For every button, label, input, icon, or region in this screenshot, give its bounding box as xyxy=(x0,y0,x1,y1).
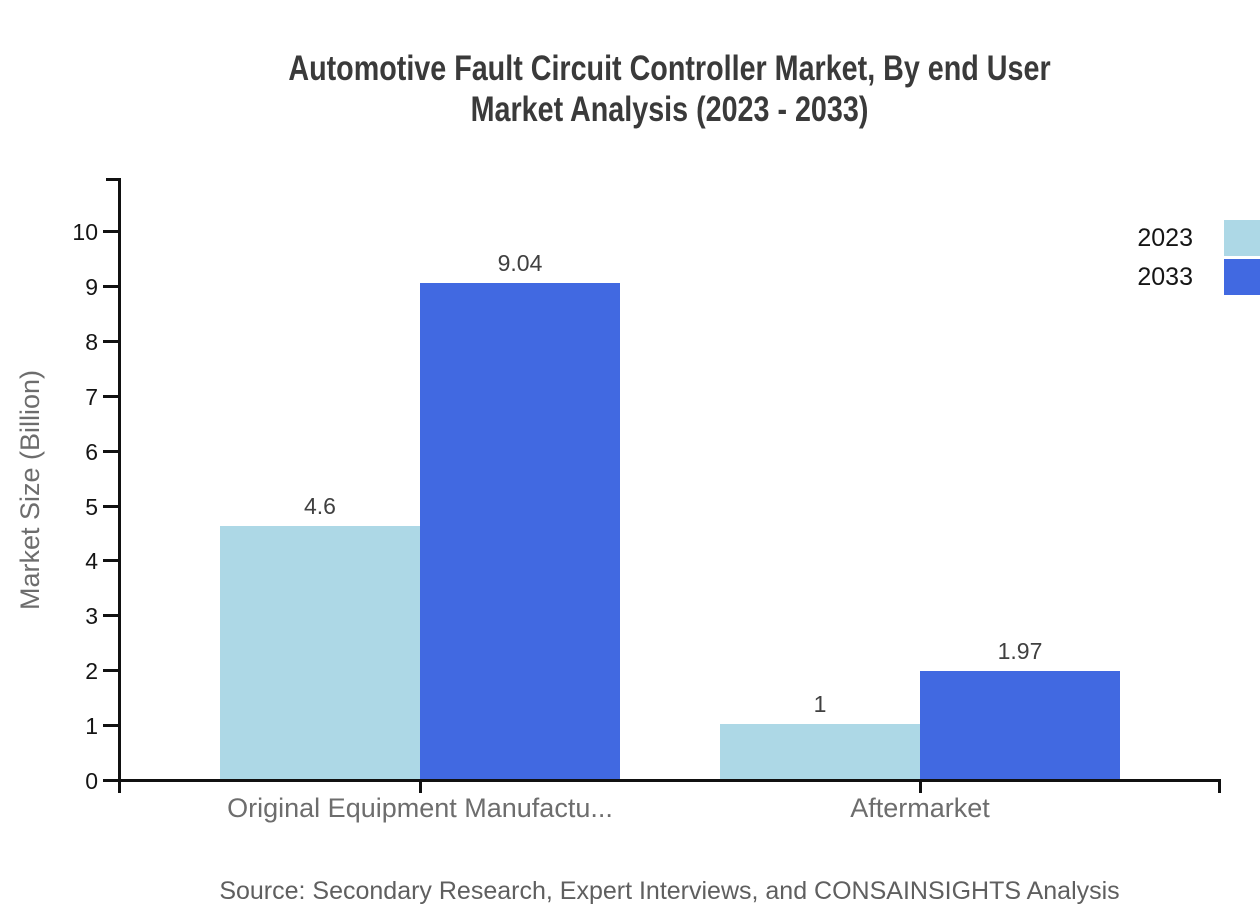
x-tick-mark xyxy=(419,782,422,793)
chart-title: Automotive Fault Circuit Controller Mark… xyxy=(217,48,1121,130)
y-tick-label: 0 xyxy=(85,768,98,794)
y-tick-label: 1 xyxy=(85,713,98,739)
source-note: Source: Secondary Research, Expert Inter… xyxy=(219,877,1120,905)
bar-value-label: 9.04 xyxy=(497,250,543,276)
x-category-label: Original Equipment Manufactu... xyxy=(227,793,613,823)
y-tick-mark xyxy=(103,724,118,727)
y-axis-top-tick xyxy=(106,178,118,181)
bar-value-label: 1 xyxy=(813,691,827,717)
y-tick-label: 5 xyxy=(85,494,98,520)
y-tick-mark xyxy=(103,669,118,672)
chart-title-line1: Automotive Fault Circuit Controller Mark… xyxy=(288,49,1051,88)
y-tick-label: 4 xyxy=(85,548,98,574)
y-tick-label: 6 xyxy=(85,439,98,465)
y-tick-label: 7 xyxy=(85,384,98,410)
bar-2033-1 xyxy=(920,671,1120,779)
y-tick-label: 2 xyxy=(85,658,98,684)
y-axis-line xyxy=(118,178,121,793)
bar-2033-0 xyxy=(420,283,620,779)
bar-value-label: 1.97 xyxy=(997,638,1043,664)
x-category-label: Aftermarket xyxy=(850,793,990,823)
y-tick-mark xyxy=(103,614,118,617)
y-tick-mark xyxy=(103,779,118,782)
y-tick-mark xyxy=(103,285,118,288)
y-tick-label: 9 xyxy=(85,274,98,300)
y-tick-mark xyxy=(103,395,118,398)
y-tick-mark xyxy=(103,559,118,562)
chart-title-line2: Market Analysis (2023 - 2033) xyxy=(470,90,869,129)
y-tick-mark xyxy=(103,505,118,508)
legend-swatch-2023 xyxy=(1224,220,1260,256)
y-tick-mark xyxy=(103,450,118,453)
legend-label-2033: 2033 xyxy=(1137,263,1193,291)
y-tick-label: 10 xyxy=(72,219,98,245)
legend-label-2023: 2023 xyxy=(1137,224,1193,252)
bar-value-label: 4.6 xyxy=(304,493,336,519)
y-tick-label: 3 xyxy=(85,603,98,629)
bar-2023-1 xyxy=(720,724,920,779)
y-tick-mark xyxy=(103,230,118,233)
legend-swatch-2033 xyxy=(1224,259,1260,295)
y-tick-mark xyxy=(103,340,118,343)
x-tick-mark xyxy=(919,782,922,793)
y-tick-label: 8 xyxy=(85,329,98,355)
x-axis-end-tick xyxy=(1218,779,1221,793)
x-axis-line xyxy=(118,779,1221,782)
bar-2023-0 xyxy=(220,526,420,779)
